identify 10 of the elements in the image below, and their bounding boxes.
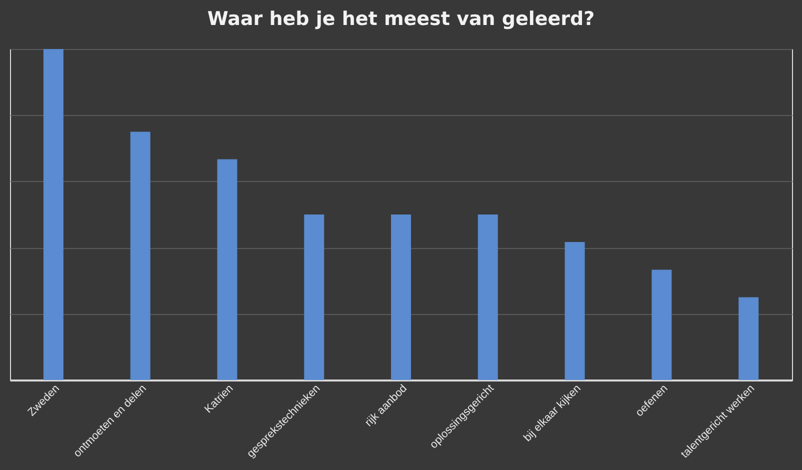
bar bbox=[43, 49, 64, 380]
bar bbox=[738, 297, 759, 380]
chart-title: Waar heb je het meest van geleerd? bbox=[207, 8, 595, 30]
bar bbox=[652, 270, 672, 380]
bar bbox=[130, 132, 150, 380]
bar bbox=[304, 214, 324, 380]
bar bbox=[217, 159, 238, 380]
bar bbox=[478, 214, 498, 380]
bar bbox=[391, 214, 411, 380]
bar bbox=[564, 242, 585, 380]
